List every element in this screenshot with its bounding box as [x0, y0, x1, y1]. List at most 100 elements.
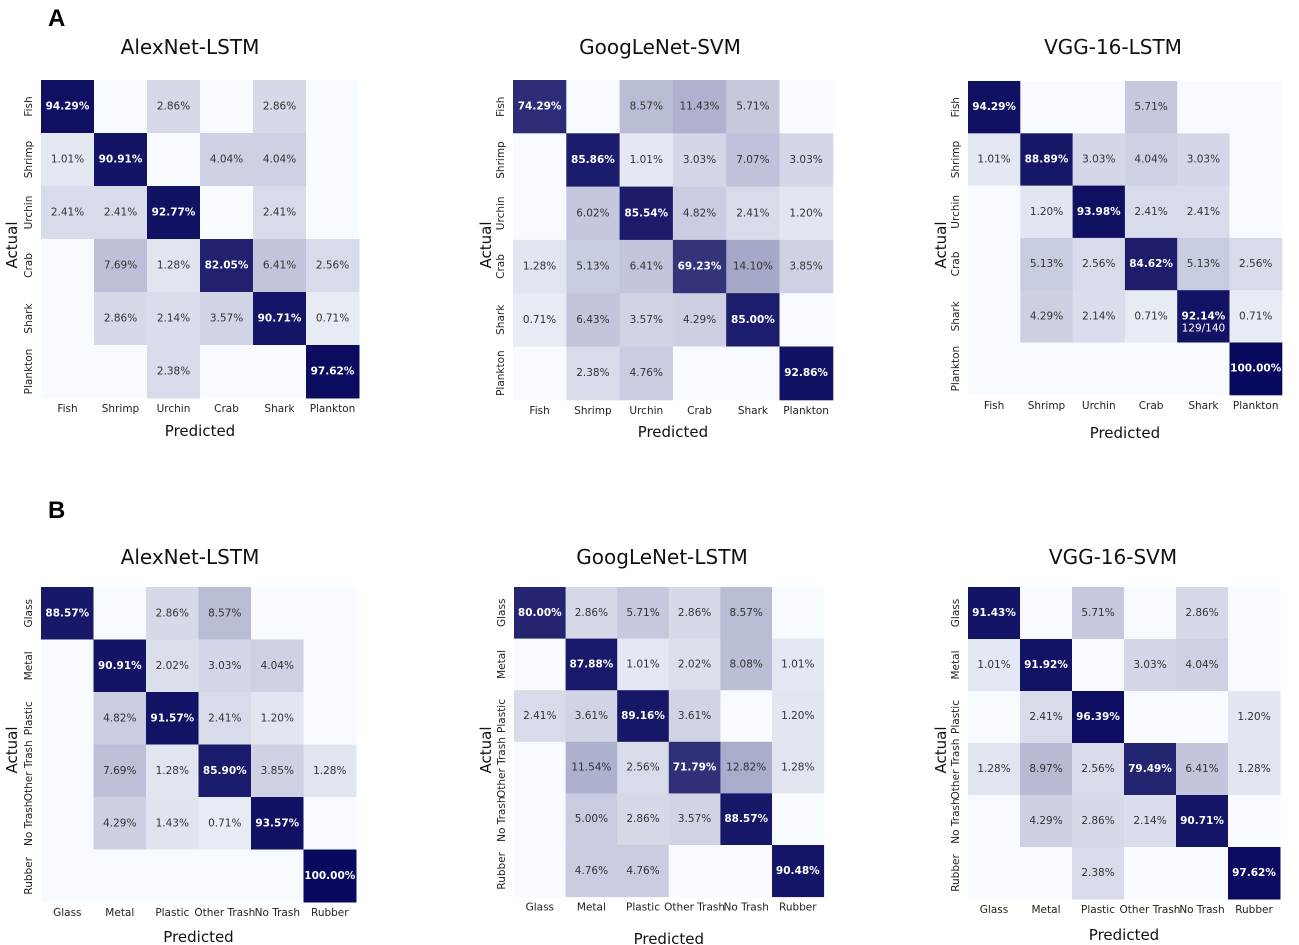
cell-value: 88.89% — [1025, 154, 1069, 166]
cell-value: 2.41% — [208, 712, 241, 724]
heatmap-cell — [1228, 587, 1281, 640]
heatmap-cell — [41, 639, 94, 693]
heatmap-cell — [1072, 342, 1126, 396]
x-tick-label: Shark — [738, 405, 769, 417]
heatmap-cell — [513, 293, 567, 347]
cell-value: 5.71% — [736, 101, 769, 113]
cell-value: 4.76% — [630, 367, 663, 379]
heatmap-cell — [772, 638, 825, 691]
cell-value: 1.28% — [157, 260, 190, 272]
heatmap-cell — [668, 638, 721, 691]
cell-value: 87.88% — [570, 658, 614, 670]
cell-value: 2.02% — [156, 660, 189, 672]
cell-value: 4.29% — [1030, 310, 1063, 322]
cell-value: 3.85% — [789, 261, 822, 273]
cell-value: 91.43% — [972, 607, 1016, 619]
cell-value: 79.49% — [1128, 763, 1172, 775]
heatmap-cell — [1228, 743, 1281, 796]
cell-value: 1.20% — [1237, 711, 1270, 723]
heatmap-cell — [779, 346, 834, 401]
y-tick-label: Glass — [23, 599, 35, 627]
cell-value: 3.61% — [575, 710, 608, 722]
x-tick-label: Plankton — [783, 405, 829, 417]
x-axis-label: Predicted — [1090, 424, 1160, 442]
y-tick-label: Fish — [23, 96, 35, 116]
heatmap-cell — [94, 292, 148, 346]
x-axis-label: Predicted — [638, 423, 708, 441]
heatmap-cell — [200, 239, 254, 293]
panel-label-b: B — [48, 497, 65, 524]
cell-value: 4.29% — [683, 314, 716, 326]
cell-value: 1.01% — [626, 658, 659, 670]
cell-value: 97.62% — [1232, 867, 1276, 879]
cell-value: 4.29% — [1029, 815, 1062, 827]
cell-value: 96.39% — [1076, 711, 1120, 723]
heatmap-cell — [668, 690, 721, 743]
y-tick-label: No Trash — [496, 797, 508, 842]
cell-value: 4.04% — [261, 660, 294, 672]
heatmap-cell — [1124, 587, 1177, 640]
heatmap-cell — [1020, 237, 1074, 291]
y-tick-label: Shark — [495, 304, 507, 335]
heatmap-cell — [1124, 185, 1178, 239]
heatmap-cell — [198, 692, 252, 745]
heatmap-cell — [1176, 639, 1229, 692]
heatmap-cell — [1124, 847, 1177, 900]
heatmap-cell — [668, 741, 721, 794]
cell-value: 1.01% — [51, 154, 84, 166]
heatmap-cell — [779, 239, 834, 294]
cell-value: 71.79% — [673, 762, 717, 774]
heatmap-cell — [200, 80, 254, 134]
cell-value: 2.56% — [626, 762, 659, 774]
heatmap-cell — [1177, 133, 1230, 187]
cell-value: 2.02% — [678, 658, 711, 670]
heatmap-cell — [1176, 691, 1229, 744]
cell-value: 7.07% — [736, 154, 769, 166]
y-tick-label: Metal — [23, 651, 35, 680]
heatmap-cell — [619, 80, 674, 134]
heatmap-cell — [968, 290, 1021, 343]
x-tick-label: Metal — [1032, 904, 1061, 916]
y-tick-label: Crab — [23, 253, 35, 278]
heatmap-cell — [1124, 342, 1178, 396]
heatmap-cell — [513, 80, 567, 134]
x-tick-label: Other Trash — [1120, 904, 1181, 916]
heatmap-cell — [1072, 237, 1126, 291]
heatmap-cell — [1072, 81, 1126, 134]
heatmap-cell — [726, 239, 780, 294]
heatmap-cell — [147, 292, 201, 346]
heatmap-cell — [198, 587, 252, 640]
heatmap-cell — [41, 80, 95, 134]
heatmap-cell — [94, 239, 148, 293]
x-tick-label: Urchin — [1082, 400, 1116, 412]
y-tick-label: Shrimp — [23, 140, 35, 178]
cell-value: 1.01% — [781, 658, 814, 670]
y-tick-label: Plastic — [950, 700, 962, 734]
heatmap-cell — [565, 690, 618, 743]
heatmap-cell — [1177, 237, 1230, 291]
cell-value: 8.57% — [208, 607, 241, 619]
heatmap-cell — [251, 639, 304, 693]
heatmap-cell — [565, 587, 618, 640]
confusion-matrix-1: AlexNet-LSTM 94.29% 2.86% 2.86% 1.01% 90.91% 4… — [3, 35, 360, 440]
x-tick-label: Urchin — [629, 405, 663, 417]
heatmap-cell — [1124, 133, 1178, 187]
heatmap-cell — [198, 849, 252, 903]
heatmap-cell — [41, 239, 95, 293]
x-tick-label: Crab — [687, 405, 712, 417]
heatmap-cell — [1020, 639, 1073, 692]
heatmap-cell — [772, 793, 825, 846]
x-tick-label: Crab — [1139, 400, 1164, 412]
cell-value: 1.20% — [1030, 206, 1063, 218]
x-tick-label: Glass — [980, 904, 1008, 916]
heatmap-cell — [147, 239, 201, 293]
heatmap-cell — [779, 293, 834, 347]
confusion-matrix-3: VGG-16-LSTM 94.29% 5.71% 1.01% 88.89% 3.03% 4.… — [932, 35, 1283, 442]
cell-value: 4.04% — [1185, 659, 1218, 671]
heatmap-cell — [41, 797, 94, 850]
cell-value: 93.98% — [1077, 206, 1121, 218]
heatmap-cell — [968, 639, 1021, 692]
cell-value: 100.00% — [304, 870, 356, 882]
heatmap-cell — [1176, 847, 1229, 900]
cell-value: 100.00% — [1230, 363, 1282, 375]
